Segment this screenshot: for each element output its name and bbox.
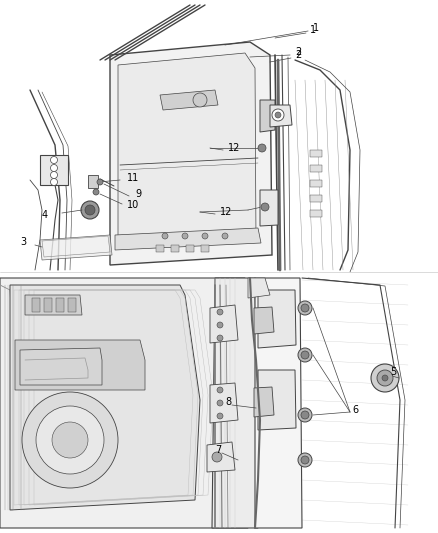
Polygon shape [210,383,238,423]
Circle shape [298,348,312,362]
Polygon shape [207,442,235,472]
Polygon shape [32,298,40,312]
Text: 12: 12 [228,143,240,153]
Circle shape [217,413,223,419]
Circle shape [301,456,309,464]
Circle shape [217,387,223,393]
Polygon shape [160,90,218,110]
Circle shape [298,408,312,422]
Polygon shape [118,53,256,248]
Polygon shape [201,245,209,252]
Circle shape [212,452,222,462]
Circle shape [261,203,269,211]
Polygon shape [310,195,322,202]
Polygon shape [310,150,322,157]
Circle shape [275,112,281,118]
Polygon shape [10,285,200,510]
Circle shape [298,453,312,467]
Polygon shape [115,228,261,250]
Polygon shape [25,295,82,315]
Polygon shape [258,290,296,348]
Polygon shape [88,175,98,188]
Polygon shape [248,278,270,298]
Text: 2: 2 [295,50,301,60]
Polygon shape [255,278,302,528]
Circle shape [377,370,393,386]
Text: 1: 1 [313,23,319,33]
Text: 4: 4 [42,210,48,220]
Polygon shape [212,278,258,528]
Circle shape [193,93,207,107]
Circle shape [222,233,228,239]
Text: 3: 3 [20,237,26,247]
Circle shape [162,233,168,239]
Circle shape [85,205,95,215]
Polygon shape [40,155,68,185]
Polygon shape [44,298,52,312]
Text: 7: 7 [215,445,221,455]
Polygon shape [260,190,278,226]
Polygon shape [186,245,194,252]
Polygon shape [258,370,296,430]
Polygon shape [20,348,102,385]
Text: 9: 9 [135,189,141,199]
Text: 11: 11 [127,173,139,183]
Polygon shape [254,387,274,417]
Circle shape [258,144,266,152]
Text: 1: 1 [310,25,316,35]
Circle shape [50,157,57,164]
Circle shape [182,233,188,239]
Text: 12: 12 [220,207,233,217]
Text: 6: 6 [352,405,358,415]
Circle shape [301,411,309,419]
Polygon shape [270,105,292,127]
Circle shape [202,233,208,239]
Circle shape [50,179,57,185]
Text: 5: 5 [390,367,396,377]
Polygon shape [56,298,64,312]
Circle shape [298,301,312,315]
Polygon shape [15,340,145,390]
Polygon shape [171,245,179,252]
Polygon shape [210,305,238,343]
Circle shape [81,201,99,219]
Circle shape [272,109,284,121]
Circle shape [301,304,309,312]
Polygon shape [260,100,275,132]
Polygon shape [0,278,248,528]
Circle shape [36,406,104,474]
Polygon shape [156,245,164,252]
Text: 2: 2 [295,47,301,57]
Polygon shape [310,210,322,217]
Circle shape [371,364,399,392]
Circle shape [50,172,57,179]
Circle shape [217,335,223,341]
Polygon shape [110,42,272,265]
Circle shape [217,322,223,328]
Polygon shape [40,235,112,260]
Text: 10: 10 [127,200,139,210]
Circle shape [217,400,223,406]
Text: 8: 8 [225,397,231,407]
Circle shape [217,309,223,315]
Polygon shape [254,307,274,334]
Circle shape [301,351,309,359]
Circle shape [50,165,57,172]
Circle shape [52,422,88,458]
Circle shape [97,179,103,185]
Polygon shape [310,165,322,172]
Circle shape [382,375,388,381]
Circle shape [22,392,118,488]
Polygon shape [68,298,76,312]
Circle shape [93,189,99,195]
Polygon shape [310,180,322,187]
